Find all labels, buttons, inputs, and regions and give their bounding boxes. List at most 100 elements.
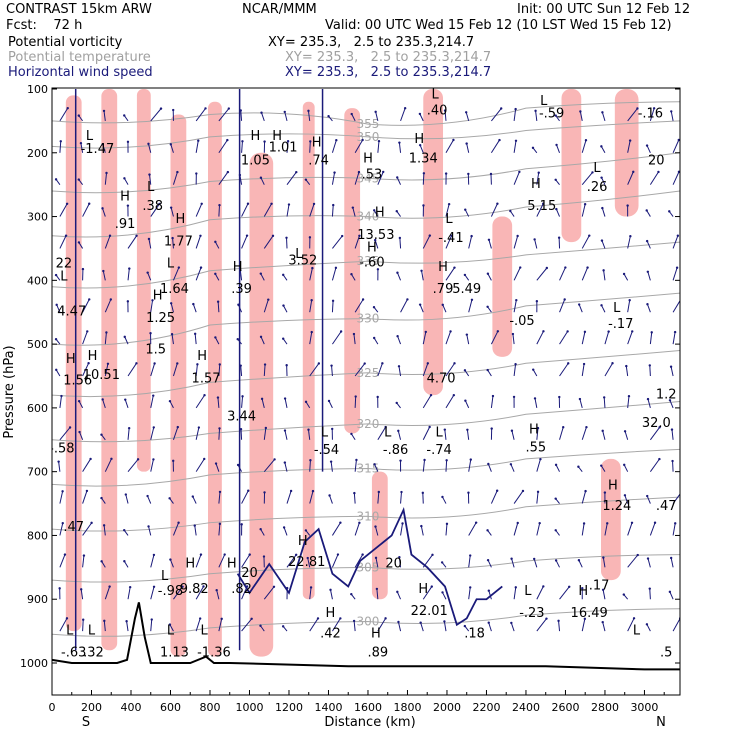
wind-vector-head [603,491,607,494]
wind-vector [195,108,206,122]
wind-vector-head [282,304,285,307]
wind-vector-head [241,140,244,143]
extremum-label: H [251,129,261,144]
wind-vector-head [262,555,266,558]
extremum-label: L [431,88,439,103]
wind-vector-head [511,332,515,336]
wind-vector [512,333,515,345]
wind-vector [218,554,226,568]
wind-vector [581,490,587,504]
wind-vector-head [57,460,60,463]
wind-vector [218,108,230,122]
wind-vector [649,171,659,185]
wind-vector-head [645,239,649,243]
wind-vector [602,557,606,568]
wind-vector-head [270,202,273,205]
wind-vector-head [600,464,603,467]
extremum-label: L [167,623,175,638]
wind-vector [672,139,680,153]
wind-vector-head [126,300,130,303]
wind-vector-head [489,172,493,176]
wind-vector-head [87,361,90,365]
wind-vector-head [396,271,399,274]
theta-line [52,101,680,126]
wind-vector [649,426,661,441]
wind-vector [240,429,243,440]
wind-vector-head [470,298,474,302]
wind-vector [150,427,155,440]
wind-vector [559,363,569,377]
extremum-label: .38 [142,199,163,214]
wind-vector-head [202,585,205,588]
wind-vector-head [172,108,175,112]
wind-vector [195,618,201,632]
wind-vector [148,174,152,185]
wind-vector [604,523,608,536]
extremum-label: H [272,129,282,144]
wind-vector-head [428,425,431,429]
wind-vector-head [65,617,69,620]
extremum-label: L [633,623,641,638]
extremum-label: 1.25 [146,311,175,326]
wind-vector [422,426,431,441]
wind-vector-head [445,459,448,462]
wind-vector-head [671,459,674,463]
wind-vector [536,459,541,472]
wind-vector [195,427,200,440]
wind-vector-head [54,273,58,277]
wind-vector [422,363,429,377]
extremum-label: L [60,269,68,284]
wind-vector [625,366,629,377]
wind-vector-head [555,207,558,211]
wind-vector [468,587,471,600]
wind-vector-head [486,368,489,372]
wind-vector [513,267,521,281]
wind-vector-head [554,114,557,117]
wind-vector-head [170,333,174,336]
extremum-label: -.17 [608,317,633,332]
wind-vector-head [516,521,519,525]
wind-vector-head [606,522,609,525]
extremum-label: 1.2 [656,387,677,402]
wind-vector-head [516,234,519,238]
wind-vector [627,554,639,568]
wind-vector-head [307,109,310,113]
wind-vector-head [376,395,379,399]
extremum-label: .55 [525,440,546,455]
wind-vector-head [538,521,541,525]
y-tick-label: 400 [27,274,48,287]
wind-vector-head [681,490,683,492]
wind-vector-head [153,362,156,365]
wind-vector-head [373,209,376,212]
extremum-label: 5.49 [452,282,481,297]
wind-vector [82,299,90,313]
wind-vector [581,172,593,185]
wind-vector-head [204,107,207,110]
wind-vector [671,429,674,440]
wind-vector [468,459,472,472]
wind-vector [445,523,448,536]
wind-vector-head [89,457,92,461]
wind-vector [487,463,492,472]
wind-vector [672,493,680,504]
wind-vector [398,366,402,377]
wind-vector [602,430,606,440]
wind-vector [284,398,288,408]
x-tick-label: 1600 [354,701,382,714]
wind-vector [627,108,638,122]
wind-vector [171,334,174,345]
wind-vector [465,112,470,122]
wind-vector [555,560,560,568]
wind-vector [672,523,676,536]
wind-vector-head [339,617,342,620]
extremum-label: 1.5 [145,343,166,358]
wind-vector [488,239,492,249]
wind-vector-head [223,553,226,556]
wind-vector-head [106,362,110,365]
wind-vector-head [628,298,631,302]
wind-vector-head [312,202,316,206]
wind-vector [581,363,585,377]
wind-vector-head [581,587,584,590]
wind-vector-head [65,202,69,205]
